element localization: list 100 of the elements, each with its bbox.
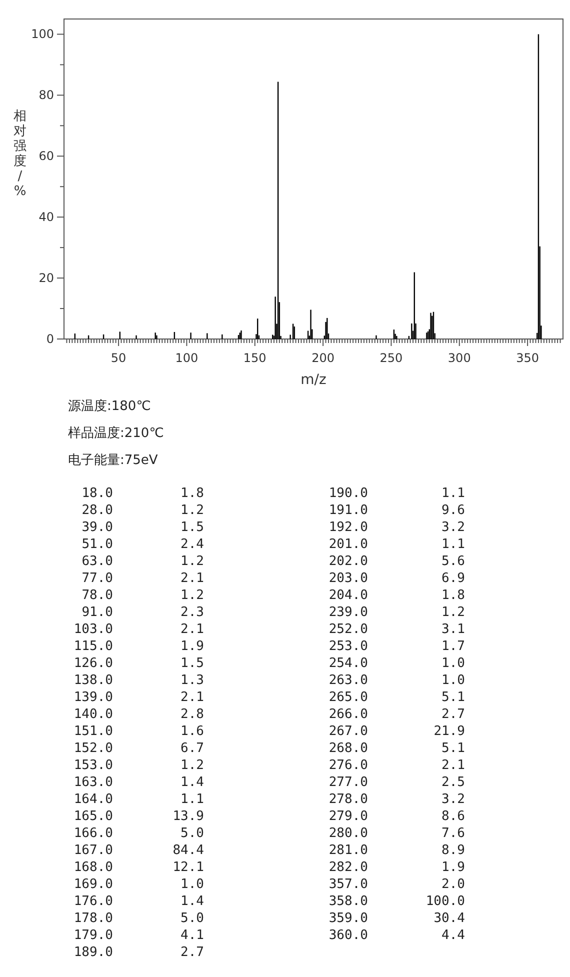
x-tick-label: 350 xyxy=(516,351,540,365)
x-tick-label: 150 xyxy=(243,351,266,365)
category-label: 252.0 xyxy=(328,622,368,637)
category-label: 77.0 xyxy=(82,571,113,586)
text: 2.7 xyxy=(180,945,204,960)
text: 3.1 xyxy=(442,622,465,637)
text: 1.0 xyxy=(180,877,204,892)
text: 5.1 xyxy=(442,741,465,756)
text: 2.7 xyxy=(442,707,465,722)
text: 1.9 xyxy=(442,860,465,875)
category-label: 168.0 xyxy=(74,860,113,875)
text: 8.9 xyxy=(442,843,465,858)
text: 1.6 xyxy=(180,724,204,739)
category-label: 169.0 xyxy=(74,877,113,892)
text: 1.4 xyxy=(180,894,204,909)
text: 1.2 xyxy=(180,758,204,773)
category-label: 254.0 xyxy=(328,656,368,671)
y-tick-label: 20 xyxy=(38,271,54,286)
x-tick-label: 300 xyxy=(448,351,471,365)
text: 1.2 xyxy=(180,554,204,569)
text: 13.9 xyxy=(172,809,204,824)
text: 5.1 xyxy=(442,690,465,705)
category-label: 358.0 xyxy=(328,894,368,909)
text: 1.1 xyxy=(180,792,204,807)
text: 5.6 xyxy=(442,554,465,569)
text: 1.4 xyxy=(180,775,204,790)
category-label: 39.0 xyxy=(82,520,113,535)
category-label: 267.0 xyxy=(328,724,368,739)
x-tick-label: 250 xyxy=(380,351,403,365)
text: 1.2 xyxy=(180,503,204,518)
category-label: 176.0 xyxy=(74,894,113,909)
text: 5.0 xyxy=(180,826,204,841)
category-label: 189.0 xyxy=(74,945,113,960)
x-tick-label: 50 xyxy=(110,351,126,365)
text: 3.2 xyxy=(442,520,465,535)
category-label: 28.0 xyxy=(82,503,113,518)
category-label: 360.0 xyxy=(328,928,368,943)
text: 2.1 xyxy=(180,571,204,586)
category-label: 140.0 xyxy=(74,707,113,722)
category-label: 204.0 xyxy=(328,588,368,603)
text: 1.3 xyxy=(180,673,204,688)
category-label: 265.0 xyxy=(328,690,368,705)
text: 2.5 xyxy=(442,775,465,790)
category-label: 268.0 xyxy=(328,741,368,756)
category-label: 78.0 xyxy=(82,588,113,603)
x-tick-label: 100 xyxy=(175,351,198,365)
category-label: 51.0 xyxy=(82,537,113,552)
text: 1.5 xyxy=(180,656,204,671)
text: 84.4 xyxy=(172,843,204,858)
y-tick-label: 100 xyxy=(31,27,54,42)
text: 100.0 xyxy=(426,894,465,909)
category-label: 63.0 xyxy=(82,554,113,569)
text: 21.9 xyxy=(434,724,465,739)
category-label: 139.0 xyxy=(74,690,113,705)
text: 1.1 xyxy=(442,537,465,552)
category-label: 138.0 xyxy=(74,673,113,688)
text: 1.7 xyxy=(442,639,465,654)
category-label: 163.0 xyxy=(74,775,113,790)
text: 2.8 xyxy=(180,707,204,722)
category-label: 91.0 xyxy=(82,605,113,620)
category-label: 166.0 xyxy=(74,826,113,841)
category-label: 153.0 xyxy=(74,758,113,773)
category-label: 179.0 xyxy=(74,928,113,943)
category-label: 203.0 xyxy=(328,571,368,586)
x-tick-label: 200 xyxy=(312,351,334,365)
text: 1.5 xyxy=(180,520,204,535)
text: 电子能量:75eV xyxy=(68,453,158,468)
category-label: 18.0 xyxy=(82,486,113,501)
text: 1.8 xyxy=(442,588,465,603)
text: 1.2 xyxy=(180,588,204,603)
y-axis-title: 相对强度/% xyxy=(14,109,26,199)
text: 1.0 xyxy=(442,673,465,688)
text: 1.9 xyxy=(180,639,204,654)
category-label: 357.0 xyxy=(328,877,368,892)
category-label: 281.0 xyxy=(328,843,368,858)
category-label: 192.0 xyxy=(328,520,368,535)
category-label: 266.0 xyxy=(328,707,368,722)
text: 源温度:180℃ xyxy=(68,398,151,414)
text: 2.1 xyxy=(442,758,465,773)
category-label: 202.0 xyxy=(328,554,368,569)
text: 2.0 xyxy=(442,877,465,892)
text: 2.4 xyxy=(180,537,204,552)
category-label: 190.0 xyxy=(328,486,368,501)
text: 6.7 xyxy=(180,741,204,756)
text: 4.4 xyxy=(442,928,465,943)
category-label: 103.0 xyxy=(74,622,113,637)
category-label: 277.0 xyxy=(328,775,368,790)
category-label: 151.0 xyxy=(74,724,113,739)
category-label: 165.0 xyxy=(74,809,113,824)
text: 7.6 xyxy=(442,826,465,841)
category-label: 201.0 xyxy=(328,537,368,552)
category-label: 282.0 xyxy=(328,860,368,875)
text: 1.0 xyxy=(442,656,465,671)
text: 9.6 xyxy=(442,503,465,518)
category-label: 253.0 xyxy=(328,639,368,654)
category-label: 278.0 xyxy=(328,792,368,807)
category-label: 359.0 xyxy=(328,911,368,926)
text: 5.0 xyxy=(180,911,204,926)
category-label: 167.0 xyxy=(74,843,113,858)
category-label: 178.0 xyxy=(74,911,113,926)
